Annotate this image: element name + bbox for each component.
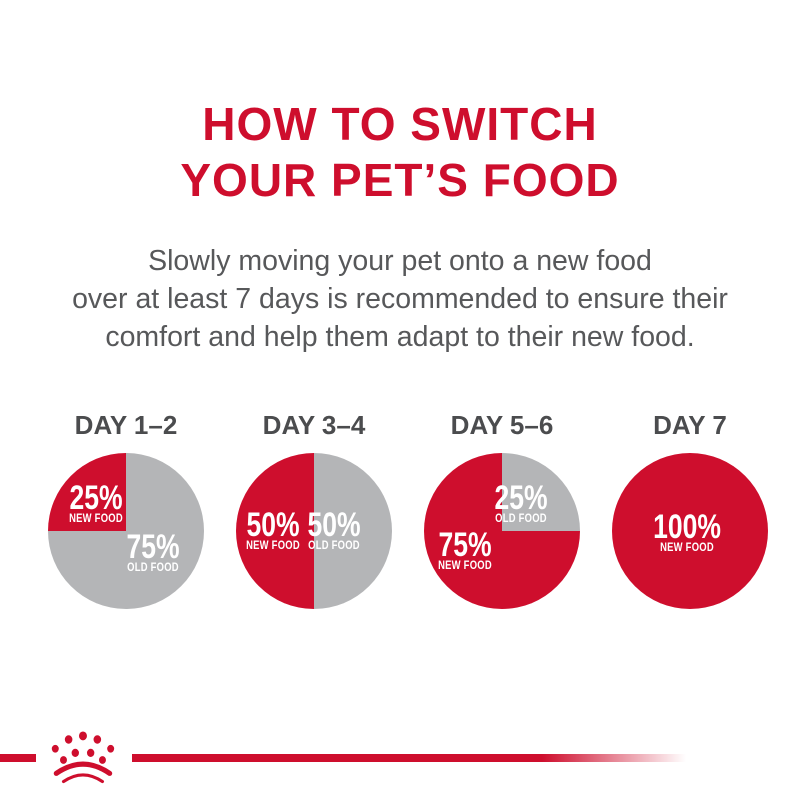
pie-chart-row: DAY 1–2 25% NEW FOOD 75% OLD FOOD DAY 3–4 5… <box>0 410 800 609</box>
page-title: HOW TO SWITCH YOUR PET’S FOOD <box>0 96 800 208</box>
footer-divider-line <box>0 754 686 762</box>
pie-chart: 75% NEW FOOD 25% OLD FOOD <box>424 453 580 609</box>
pie-slice-label: 100% NEW FOOD <box>643 508 730 555</box>
day-label: DAY 7 <box>653 410 727 440</box>
pie-chart-group: DAY 1–2 25% NEW FOOD 75% OLD FOOD <box>48 410 204 609</box>
day-label: DAY 3–4 <box>262 410 366 440</box>
pie-slice-name: NEW FOOD <box>659 542 714 555</box>
pie-slice-name: OLD FOOD <box>494 513 547 526</box>
pie-slice-percent: 75% <box>126 527 180 566</box>
pie-chart: 25% NEW FOOD 75% OLD FOOD <box>48 453 204 609</box>
pie-slice-name: NEW FOOD <box>68 513 123 526</box>
pie-chart-group: DAY 5–6 75% NEW FOOD 25% OLD FOOD <box>424 410 580 609</box>
pie-slice-name: NEW FOOD <box>437 560 492 573</box>
pie-slice-label: 50% OLD FOOD <box>299 506 367 552</box>
pie-chart-group: DAY 7 100% NEW FOOD <box>612 410 768 609</box>
pie-slice-label: 75% NEW FOOD <box>431 526 499 573</box>
day-label: DAY 5–6 <box>450 410 554 440</box>
intro-line: over at least 7 days is recommended to e… <box>72 283 728 315</box>
pie-slice-percent: 75% <box>438 526 492 565</box>
pie-slice-label: 25% NEW FOOD <box>62 479 130 526</box>
pie-slice-label: 25% OLD FOOD <box>487 479 555 526</box>
royal-canin-crown-logo <box>36 726 132 792</box>
crown-icon <box>51 731 115 784</box>
pie-slice-percent: 50% <box>246 506 300 544</box>
pie-chart: 50% NEW FOOD 50% OLD FOOD <box>236 453 392 609</box>
pie-slice-label: 50% NEW FOOD <box>239 506 307 552</box>
pie-slice-name: OLD FOOD <box>307 540 360 552</box>
pie-slice-percent: 25% <box>69 479 123 518</box>
page-title-line-1: HOW TO SWITCH <box>202 98 598 150</box>
pie-slice-name: OLD FOOD <box>127 561 180 574</box>
pie-slice-percent: 50% <box>306 506 361 544</box>
pie-chart: 100% NEW FOOD <box>612 453 768 609</box>
pie-slice-label: 75% OLD FOOD <box>119 527 187 574</box>
intro-line: Slowly moving your pet onto a new food <box>148 245 652 277</box>
intro-text: Slowly moving your pet onto a new food o… <box>0 242 800 356</box>
day-label: DAY 1–2 <box>74 410 178 440</box>
pie-chart-group: DAY 3–4 50% NEW FOOD 50% OLD FOOD <box>236 410 392 609</box>
page-title-line-2: YOUR PET’S FOOD <box>180 154 620 206</box>
pie-slice-percent: 100% <box>652 508 721 547</box>
pie-slice-percent: 25% <box>494 479 548 518</box>
pie-slice-name: NEW FOOD <box>246 540 301 552</box>
intro-line: comfort and help them adapt to their new… <box>105 321 695 353</box>
